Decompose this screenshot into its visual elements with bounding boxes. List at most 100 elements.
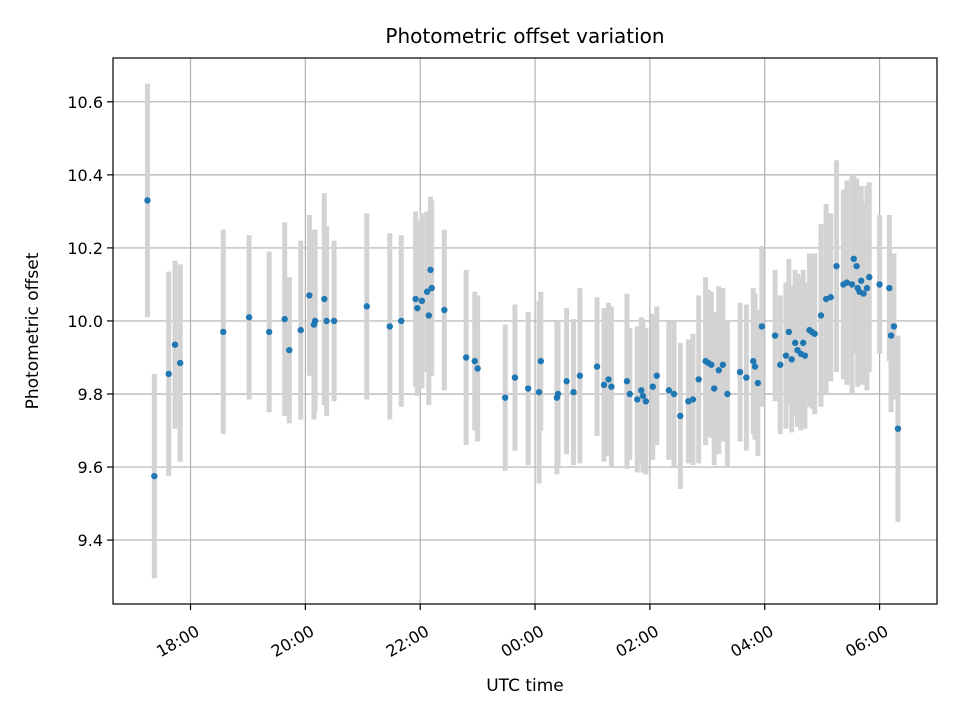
- data-point: [220, 328, 227, 336]
- data-point: [634, 396, 641, 403]
- data-point: [418, 297, 426, 305]
- data-point: [321, 295, 328, 303]
- data-point: [848, 281, 856, 288]
- data-point: [677, 412, 684, 420]
- data-point: [176, 359, 184, 367]
- y-axis-label: Photometric offset: [23, 252, 43, 409]
- data-point: [297, 326, 304, 334]
- data-point: [386, 323, 393, 330]
- data-point: [736, 368, 744, 376]
- data-point: [695, 376, 702, 383]
- data-point: [754, 379, 762, 387]
- data-point: [724, 390, 731, 398]
- y-axis-ticks: 9.4 9.6 9.8 10.0 10.2 10.4 10.6: [67, 93, 113, 550]
- data-point: [777, 361, 784, 368]
- data-point: [860, 290, 867, 297]
- data-point: [850, 255, 857, 263]
- data-point: [626, 390, 633, 398]
- data-point: [649, 383, 656, 390]
- data-point: [471, 357, 478, 365]
- data-point: [642, 398, 650, 405]
- data-point: [715, 367, 722, 374]
- data-point: [511, 374, 519, 381]
- data-point: [833, 262, 840, 270]
- data-point: [306, 292, 313, 299]
- data-point: [524, 385, 532, 392]
- y-tick-label: 10.4: [67, 166, 103, 185]
- data-point: [858, 277, 865, 284]
- data-point: [286, 346, 293, 354]
- data-point: [894, 425, 902, 432]
- data-point: [853, 262, 860, 270]
- data-point: [811, 330, 818, 337]
- data-point: [600, 381, 608, 389]
- data-point: [689, 396, 697, 403]
- data-point: [474, 365, 481, 372]
- data-point: [311, 317, 319, 325]
- data-point: [843, 279, 851, 286]
- data-point: [743, 374, 750, 381]
- data-point: [890, 323, 898, 330]
- data-point: [791, 339, 799, 347]
- data-point: [751, 363, 759, 370]
- data-point: [501, 394, 509, 401]
- data-point: [425, 312, 433, 319]
- data-point: [412, 295, 419, 303]
- data-point: [281, 315, 288, 323]
- data-point: [151, 472, 158, 480]
- data-point: [323, 317, 330, 325]
- data-point: [563, 378, 570, 385]
- data-point: [462, 354, 470, 361]
- y-tick-label: 10.0: [67, 312, 103, 331]
- y-tick-label: 9.8: [78, 385, 103, 404]
- data-point: [750, 357, 757, 365]
- plot-frame: [112, 57, 938, 605]
- data-point: [608, 383, 615, 390]
- data-point: [245, 314, 253, 321]
- data-point: [887, 332, 895, 339]
- data-point: [782, 352, 790, 359]
- data-point: [427, 266, 434, 274]
- data-point: [171, 341, 179, 348]
- data-point: [886, 284, 893, 292]
- data-point: [863, 284, 871, 292]
- data-point: [653, 372, 660, 379]
- y-tick-label: 9.4: [78, 531, 103, 550]
- y-tick-label: 10.2: [67, 239, 103, 258]
- data-point: [363, 303, 371, 310]
- data-point: [593, 363, 601, 370]
- data-point: [623, 378, 631, 385]
- data-point: [665, 387, 673, 394]
- data-point: [265, 328, 273, 336]
- data-point: [639, 392, 647, 400]
- data-point: [605, 376, 612, 383]
- data-point: [788, 356, 795, 363]
- y-tick-label: 10.6: [67, 93, 103, 112]
- data-markers: [144, 197, 902, 480]
- data-point: [414, 304, 421, 312]
- data-point: [670, 390, 678, 398]
- data-point: [827, 294, 834, 301]
- data-point: [785, 328, 793, 336]
- data-point: [165, 370, 172, 378]
- data-point: [866, 273, 873, 281]
- x-axis-label: UTC time: [486, 676, 564, 696]
- data-point: [537, 357, 544, 365]
- data-point: [428, 284, 435, 292]
- data-point: [817, 312, 825, 319]
- data-point: [570, 388, 577, 396]
- data-point: [535, 388, 543, 396]
- data-point: [800, 339, 807, 347]
- data-point: [576, 372, 584, 379]
- data-point: [423, 288, 431, 295]
- data-point: [441, 306, 448, 314]
- data-point: [801, 352, 809, 359]
- data-point: [398, 317, 405, 325]
- data-point: [330, 317, 338, 325]
- data-point: [758, 323, 766, 330]
- data-point: [638, 387, 645, 394]
- data-point: [708, 361, 715, 368]
- data-point: [719, 361, 727, 368]
- data-point: [144, 197, 151, 204]
